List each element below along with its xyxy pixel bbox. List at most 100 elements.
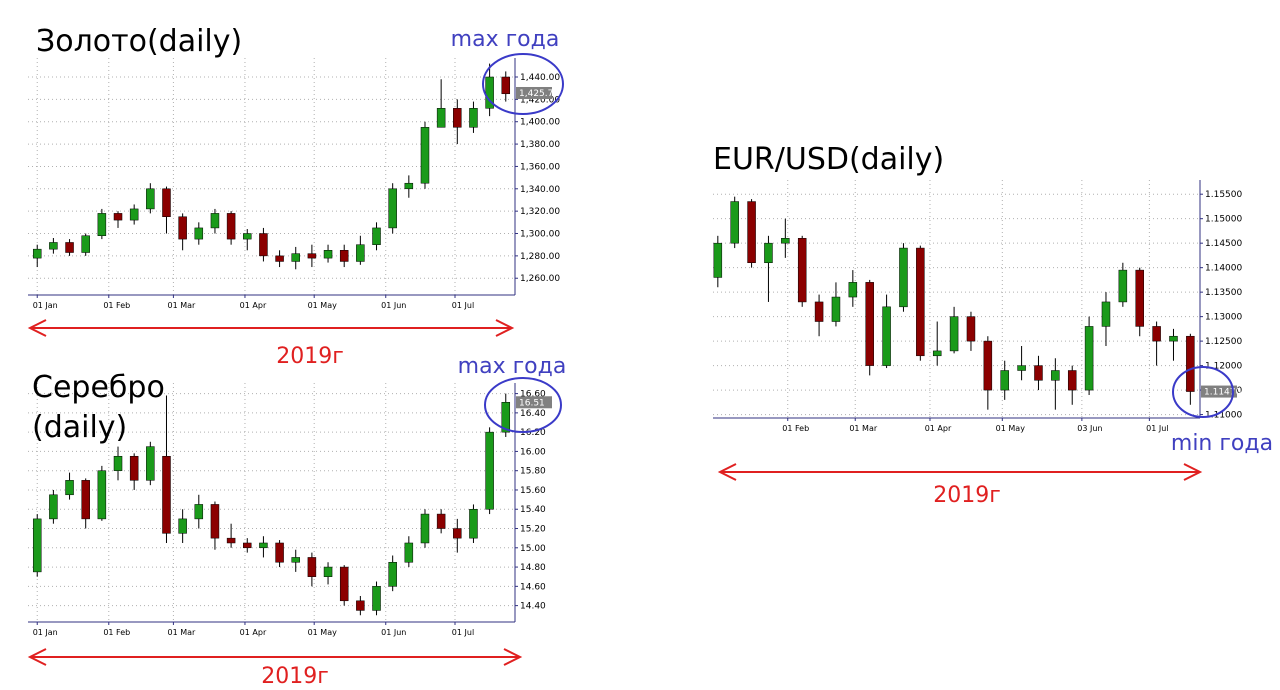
candle-body	[49, 242, 58, 250]
candle-body	[291, 557, 300, 563]
candle-body	[243, 233, 252, 240]
extreme-circle	[1172, 366, 1234, 418]
y-tick-label: 1.14500	[1205, 239, 1242, 249]
candle-body	[436, 513, 446, 529]
candle-body	[1017, 365, 1026, 371]
y-tick-label: 1,440.00	[520, 73, 560, 83]
y-tick-label: 1,320.00	[520, 207, 560, 217]
candle-body	[210, 213, 220, 229]
candle-body	[1169, 335, 1178, 342]
y-tick-label: 15.60	[520, 486, 546, 496]
candle-body	[323, 250, 333, 259]
y-tick-label: 1.15500	[1205, 190, 1242, 200]
candle-body	[882, 306, 891, 366]
x-tick-label: 01 Jul	[452, 628, 474, 637]
candle-body	[129, 208, 139, 221]
candle-body	[831, 296, 841, 322]
last-price-label: 1,425.7	[519, 89, 553, 99]
y-tick-label: 1.11000	[1205, 411, 1242, 421]
candle-body	[113, 455, 123, 471]
candle-body	[453, 108, 462, 128]
candle-body	[1152, 326, 1161, 342]
candle-body	[356, 600, 365, 611]
candle-body	[49, 494, 58, 520]
candle-body	[1118, 269, 1128, 303]
candle-body	[713, 242, 723, 278]
x-tick-label: 01 Mar	[167, 301, 196, 310]
y-tick-label: 15.80	[520, 467, 546, 477]
candle-body	[916, 247, 925, 357]
y-tick-label: 1,420.00	[520, 95, 560, 105]
x-tick-label: 01 Jul	[1146, 424, 1168, 433]
y-tick-label: 14.60	[520, 582, 546, 592]
candle-body	[259, 233, 268, 257]
x-tick-label: 01 Mar	[849, 424, 878, 433]
x-tick-label: 01 Jan	[33, 301, 58, 310]
y-tick-label: 1.14000	[1205, 264, 1242, 274]
candle-body	[113, 213, 123, 221]
candle-body	[420, 127, 430, 184]
y-tick-label: 14.80	[520, 563, 546, 573]
candle-body	[243, 542, 252, 549]
candle-body	[81, 235, 90, 253]
candle-body	[275, 255, 284, 262]
y-tick-label: 16.00	[520, 447, 546, 457]
candle-body	[1000, 370, 1009, 391]
extreme-label: min года	[1171, 431, 1273, 456]
x-tick-label: 01 May	[308, 301, 338, 310]
candle-body	[797, 238, 807, 303]
candle-body	[747, 201, 756, 264]
x-tick-label: 01 Jan	[33, 628, 58, 637]
candle-body	[1101, 301, 1111, 327]
candle-body	[1084, 326, 1094, 391]
candle-body	[129, 455, 139, 481]
candle-body	[323, 566, 333, 577]
candle-body	[453, 528, 462, 539]
chart-title: Золото(daily)	[36, 24, 243, 59]
chart-title: EUR/USD(daily)	[713, 142, 945, 177]
candle-body	[865, 282, 874, 366]
candle-body	[404, 542, 414, 563]
candle-body	[781, 238, 790, 244]
y-tick-label: 1.13000	[1205, 313, 1242, 323]
arrow-head	[495, 319, 515, 337]
candle-body	[730, 201, 739, 244]
x-tick-label: 01 May	[308, 628, 338, 637]
candle-body	[848, 282, 858, 298]
candle-body	[97, 470, 107, 520]
y-tick-label: 16.20	[520, 428, 546, 438]
candle-body	[65, 242, 74, 253]
last-price-label: 1.11470	[1204, 388, 1241, 398]
candle-body	[339, 250, 349, 262]
x-tick-label: 01 Mar	[167, 628, 196, 637]
candle-body	[436, 108, 446, 128]
candle-body	[420, 513, 430, 544]
last-price-box	[516, 86, 552, 99]
x-tick-label: 01 Jun	[381, 628, 406, 637]
extreme-label: max года	[451, 27, 560, 52]
x-tick-label: 01 Apr	[925, 424, 952, 433]
last-price-box	[516, 396, 552, 409]
y-tick-label: 1,380.00	[520, 140, 560, 150]
candle-body	[32, 518, 42, 573]
candle-body	[469, 108, 478, 128]
candle-body	[404, 182, 414, 190]
y-tick-label: 14.40	[520, 602, 546, 612]
y-tick-label: 1.12000	[1205, 362, 1242, 372]
arrow-head	[27, 648, 47, 666]
candle-body	[307, 557, 317, 577]
candle-body	[501, 402, 511, 433]
candle-body	[178, 518, 187, 534]
arrow-head	[27, 319, 47, 337]
candle-body	[372, 227, 381, 245]
candle-body	[32, 248, 42, 259]
candle-body	[949, 316, 959, 352]
candle-body	[275, 542, 284, 563]
x-tick-label: 01 Feb	[103, 301, 130, 310]
y-tick-label: 15.40	[520, 505, 546, 515]
y-tick-label: 1.15000	[1205, 215, 1242, 225]
candle-body	[291, 253, 300, 262]
candle-body	[339, 566, 349, 602]
